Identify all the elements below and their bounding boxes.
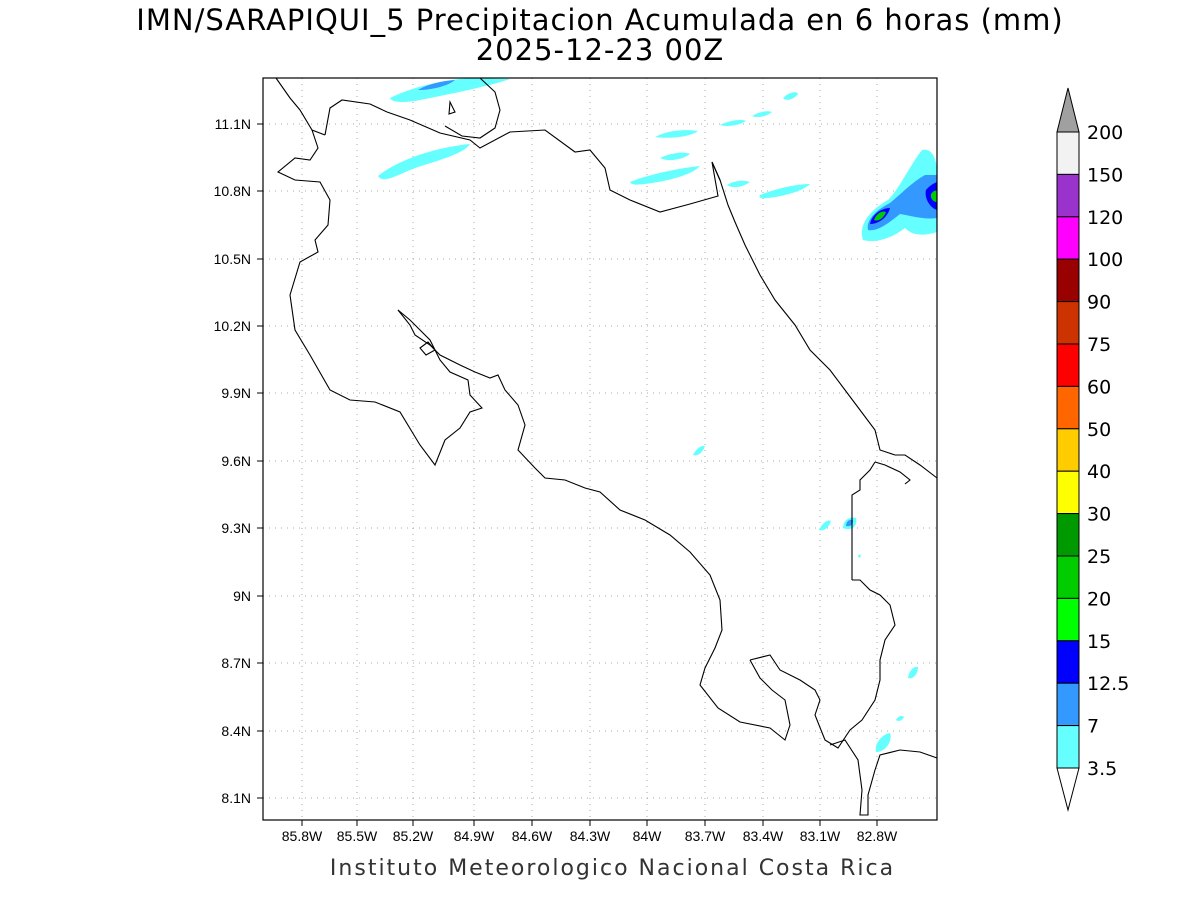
colorbar-level-label: 120: [1087, 207, 1123, 229]
colorbar: 200 150 120 100 90 75 60 50 40 30 25 20 15 12.5 7 3.5: [1056, 87, 1129, 812]
lat-tick-label: 9.9N: [221, 385, 251, 401]
colorbar-level-label: 30: [1087, 504, 1111, 526]
lon-tick-label: 84.6W: [512, 828, 553, 844]
precip-patch-3.5: [693, 445, 705, 456]
lon-tick-label: 83.7W: [685, 828, 726, 844]
colorbar-swatch: [1056, 513, 1080, 557]
colorbar-level-label: 20: [1087, 588, 1111, 610]
precip-patch-3.5: [819, 520, 831, 531]
lat-tick-label: 11.1N: [215, 116, 251, 132]
colorbar-swatch: [1056, 258, 1080, 303]
precip-patch-7: [846, 519, 853, 527]
lon-tick-label: 82.8W: [857, 828, 898, 844]
colorbar-over-arrow: [1056, 87, 1080, 133]
colorbar-swatch: [1056, 343, 1080, 387]
credit-footer: Instituto Meteorologico Nacional Costa R…: [329, 856, 896, 881]
precip-patch-3.5: [655, 130, 698, 138]
colorbar-swatch: [1056, 470, 1080, 515]
map-date-subtitle: 2025-12-23 00Z: [475, 33, 725, 67]
coastlines: [275, 77, 938, 816]
colorbar-swatch: [1056, 555, 1080, 599]
colorbar-swatch: [1056, 725, 1080, 769]
precip-patch-20: [930, 190, 937, 202]
colorbar-swatch: [1056, 428, 1080, 472]
lon-tick-label: 83.1W: [800, 828, 841, 844]
colorbar-swatch: [1056, 216, 1080, 260]
latitude-labels: 11.1N 10.8N 10.5N 10.2N 9.9N 9.6N 9.3N 9N 8.7N 8.…: [214, 116, 263, 806]
colorbar-level-label: 60: [1087, 376, 1111, 398]
colorbar-level-label: 150: [1087, 164, 1123, 186]
precip-patch-3.5: [660, 152, 690, 161]
precip-patch-3.5: [858, 554, 861, 558]
precip-patch-20: [874, 211, 886, 221]
precip-patch-3.5: [630, 166, 700, 185]
colorbar-level-label: 12.5: [1087, 673, 1129, 695]
lon-tick-label: 84.3W: [570, 828, 611, 844]
colorbar-swatch: [1056, 385, 1080, 430]
colorbar-level-label: 100: [1087, 249, 1123, 271]
colorbar-level-label: 50: [1087, 419, 1111, 441]
colorbar-level-label: 90: [1087, 292, 1111, 314]
precip-patch-3.5: [390, 78, 510, 103]
colorbar-level-label: 7: [1087, 716, 1099, 738]
precip-patch-3.5: [720, 120, 746, 126]
colorbar-swatch: [1056, 682, 1080, 727]
precip-patch-3.5: [759, 184, 810, 199]
colorbar-level-label: 75: [1087, 334, 1111, 356]
colorbar-level-label: 25: [1087, 546, 1111, 568]
longitude-labels: 85.8W 85.5W 85.2W 84.9W 84.6W 84.3W 84W 83.7W 83…: [282, 820, 898, 844]
colorbar-swatch: [1056, 173, 1080, 218]
precip-patch-3.5: [896, 716, 904, 721]
lat-tick-label: 8.7N: [221, 655, 251, 671]
lon-tick-label: 85.5W: [337, 828, 378, 844]
lon-tick-label: 84W: [633, 828, 663, 844]
lat-tick-label: 10.5N: [214, 251, 251, 267]
colorbar-level-label: 200: [1087, 122, 1123, 144]
precipitation-patches: [378, 78, 937, 752]
colorbar-swatch: [1056, 597, 1080, 642]
lat-tick-label: 8.1N: [221, 790, 251, 806]
precip-patch-3.5: [727, 180, 750, 188]
map-frame: [262, 77, 938, 821]
lat-tick-label: 10.8N: [214, 183, 251, 199]
colorbar-swatch: [1056, 301, 1080, 345]
map-title: IMN/SARAPIQUI_5 Precipitacion Acumulada …: [136, 3, 1064, 37]
lon-tick-label: 85.8W: [282, 828, 323, 844]
precip-patch-3.5: [783, 92, 798, 100]
lon-tick-label: 83.4W: [743, 828, 784, 844]
colorbar-level-label: 15: [1087, 631, 1111, 653]
colorbar-under-arrow: [1056, 767, 1080, 812]
lat-tick-label: 10.2N: [214, 318, 251, 334]
precip-patch-3.5: [908, 666, 918, 679]
precip-patch-3.5: [875, 733, 891, 752]
precip-patch-3.5: [752, 111, 772, 117]
map-grid: [263, 78, 937, 820]
colorbar-swatch: [1056, 640, 1080, 684]
lat-tick-label: 9.3N: [221, 520, 251, 536]
precip-patch-7: [418, 80, 455, 90]
lat-tick-label: 9.6N: [221, 453, 251, 469]
colorbar-swatch: [1056, 131, 1080, 175]
colorbar-level-label: 3.5: [1087, 758, 1117, 780]
lon-tick-label: 84.9W: [454, 828, 495, 844]
lat-tick-label: 8.4N: [221, 723, 251, 739]
colorbar-level-label: 40: [1087, 461, 1111, 483]
lon-tick-label: 85.2W: [393, 828, 434, 844]
lat-tick-label: 9N: [233, 588, 251, 604]
precip-patch-3.5: [378, 144, 470, 180]
